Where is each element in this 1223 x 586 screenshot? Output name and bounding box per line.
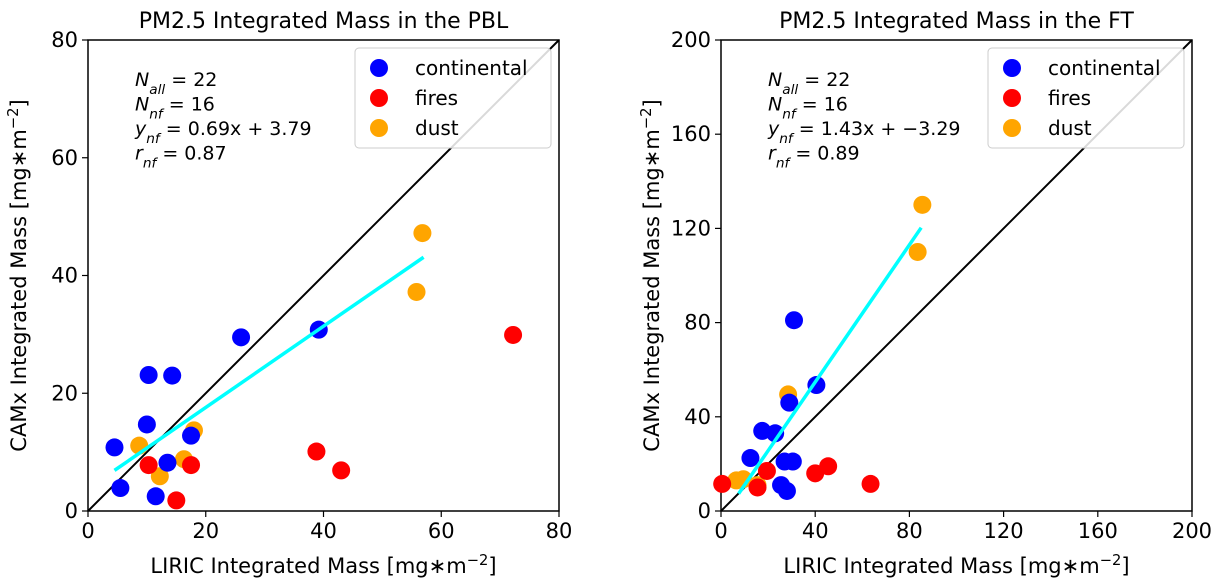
legend-marker xyxy=(370,89,388,107)
x-axis-label-ft: LIRIC Integrated Mass [mg∗m−2] xyxy=(783,552,1129,579)
data-point-continental xyxy=(111,479,130,498)
data-point-continental xyxy=(163,366,182,385)
data-point-dust xyxy=(913,195,932,214)
data-point-fires xyxy=(167,491,186,510)
annotation-ft: rnf = 0.89 xyxy=(768,143,860,172)
y-tick-label: 20 xyxy=(51,381,78,405)
data-point-continental xyxy=(785,311,804,330)
data-point-fires xyxy=(713,474,732,493)
legend-marker xyxy=(1003,89,1021,107)
x-tick-label: 120 xyxy=(984,519,1024,543)
x-tick-label: 20 xyxy=(192,519,219,543)
data-point-continental xyxy=(139,365,158,384)
data-point-fires xyxy=(757,461,776,480)
data-point-dust xyxy=(150,467,169,486)
y-axis-label-pbl: CAMx Integrated Mass [mg∗m−2] xyxy=(5,99,32,451)
data-point-fires xyxy=(182,456,201,475)
y-tick-label: 0 xyxy=(65,499,78,523)
x-axis-label-pbl: LIRIC Integrated Mass [mg∗m−2] xyxy=(150,552,496,579)
data-point-continental xyxy=(158,453,177,472)
data-point-continental xyxy=(232,328,251,347)
legend-label: dust xyxy=(415,116,459,140)
data-point-continental xyxy=(741,449,760,468)
data-point-fires xyxy=(504,325,523,344)
annotation-pbl: rnf = 0.87 xyxy=(135,143,227,172)
legend-pbl xyxy=(354,47,552,149)
y-tick-label: 120 xyxy=(671,216,711,240)
x-tick-label: 40 xyxy=(310,519,337,543)
x-tick-label: 0 xyxy=(81,519,94,543)
x-tick-label: 0 xyxy=(714,519,727,543)
x-tick-label: 200 xyxy=(1172,519,1212,543)
x-tick-label: 160 xyxy=(1078,519,1118,543)
y-tick-label: 80 xyxy=(684,311,711,335)
legend-marker xyxy=(1003,59,1021,77)
data-point-dust xyxy=(407,282,426,301)
x-tick-label: 40 xyxy=(802,519,829,543)
x-tick-label: 80 xyxy=(896,519,923,543)
data-point-dust xyxy=(413,224,432,243)
annotation-pbl: Nnf = 16 xyxy=(135,94,215,123)
legend-label: dust xyxy=(1048,116,1092,140)
data-point-continental xyxy=(146,487,165,506)
legend-label: fires xyxy=(1048,86,1091,110)
data-point-dust xyxy=(908,242,927,261)
legend-marker xyxy=(370,119,388,137)
data-point-fires xyxy=(139,456,158,475)
annotation-pbl: ynf = 0.69x + 3.79 xyxy=(134,118,312,147)
annotation-ft: ynf = 1.43x + −3.29 xyxy=(767,118,961,147)
legend-ft xyxy=(987,47,1185,149)
data-point-fires xyxy=(861,474,880,493)
data-point-fires xyxy=(332,461,351,480)
chart-title-ft: PM2.5 Integrated Mass in the FT xyxy=(779,9,1134,34)
y-tick-label: 80 xyxy=(51,28,78,52)
data-point-fires xyxy=(819,457,838,476)
x-tick-label: 60 xyxy=(428,519,455,543)
data-point-continental xyxy=(137,415,156,434)
fit-line-pbl xyxy=(113,255,425,472)
legend-label: continental xyxy=(1048,56,1161,80)
data-point-continental xyxy=(780,393,799,412)
chart-ft: 0 40 80 120 160 200 0 40 80 120 160 200 PM2.5 Integr… xyxy=(638,9,1213,578)
annotation-pbl: Nall = 22 xyxy=(135,69,217,98)
legend-label: continental xyxy=(415,56,528,80)
fit-line-ft xyxy=(737,226,923,495)
y-tick-label: 0 xyxy=(698,499,711,523)
data-point-dust xyxy=(734,470,753,489)
annotation-ft: Nnf = 16 xyxy=(768,94,848,123)
data-point-fires xyxy=(307,442,326,461)
legend-marker xyxy=(370,59,388,77)
y-tick-label: 60 xyxy=(51,146,78,170)
x-tick-label: 80 xyxy=(546,519,573,543)
data-point-continental xyxy=(777,481,796,500)
legend-marker xyxy=(1003,119,1021,137)
legend-label: fires xyxy=(415,86,458,110)
y-axis-label-ft: CAMx Integrated Mass [mg∗m−2] xyxy=(638,99,665,451)
y-tick-label: 40 xyxy=(684,405,711,429)
chart-title-pbl: PM2.5 Integrated Mass in the PBL xyxy=(139,9,509,34)
data-point-continental xyxy=(105,438,124,457)
y-tick-label: 40 xyxy=(51,264,78,288)
annotation-ft: Nall = 22 xyxy=(768,69,850,98)
y-tick-label: 160 xyxy=(671,122,711,146)
data-point-continental xyxy=(182,426,201,445)
data-point-continental xyxy=(783,452,802,471)
data-point-continental xyxy=(766,424,785,443)
y-tick-label: 200 xyxy=(671,28,711,52)
chart-pbl: 0 20 40 60 80 0 20 40 60 80 PM2.5 Integrated Mass … xyxy=(5,9,573,578)
data-point-fires xyxy=(748,478,767,497)
